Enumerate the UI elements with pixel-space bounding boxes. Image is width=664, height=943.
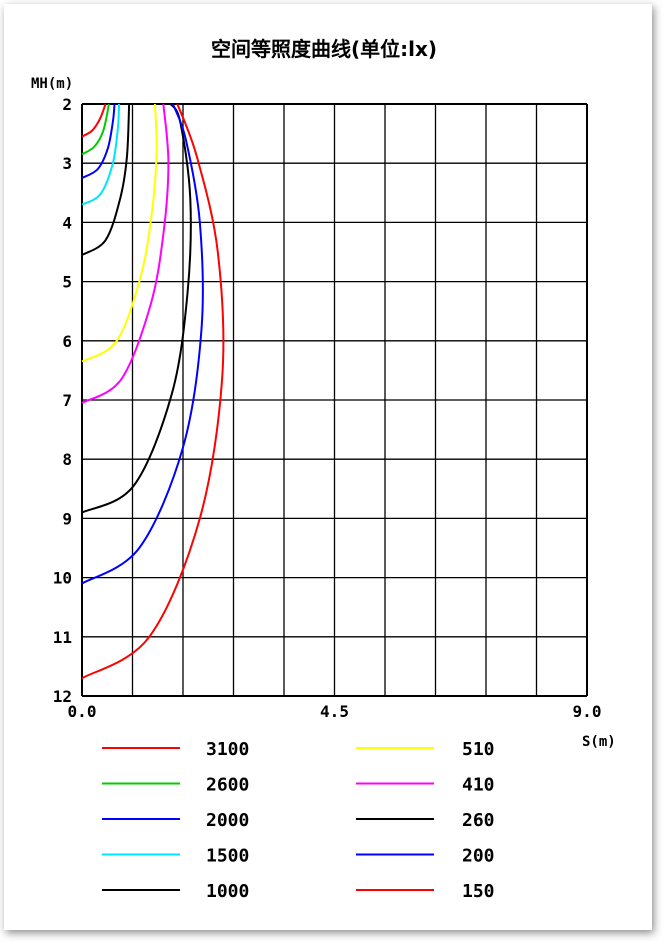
- y-axis-label: MH(m): [31, 76, 73, 92]
- y-tick-label: 5: [62, 273, 72, 292]
- y-tick-label: 8: [62, 450, 72, 469]
- legend-label: 3100: [206, 739, 249, 760]
- y-tick-label: 10: [53, 569, 72, 588]
- curve-510: [81, 103, 158, 363]
- legend-item: 200: [356, 846, 495, 867]
- x-tick-label: 4.5: [320, 702, 349, 721]
- legend-item: 2000: [102, 810, 249, 831]
- legend-item: 410: [356, 775, 495, 796]
- curve-260: [81, 103, 192, 514]
- legend-label: 1500: [206, 846, 249, 867]
- curve-410: [81, 103, 170, 404]
- curve-2600: [81, 103, 110, 156]
- curve-3100: [81, 103, 107, 138]
- curve-150: [81, 103, 225, 680]
- chart-title: 空间等照度曲线(单位:lx): [211, 37, 437, 61]
- legend-label: 1000: [206, 881, 249, 902]
- isolux-chart: 空间等照度曲线(单位:lx) MH(m) S(m) 2 3 4 5 6 7 8 9 10 11 12…: [31, 37, 616, 902]
- legend-label: 150: [462, 881, 495, 902]
- chart-frame: 空间等照度曲线(单位:lx) MH(m) S(m) 2 3 4 5 6 7 8 9 10 11 12…: [4, 4, 652, 930]
- x-tick-label: 0.0: [68, 702, 97, 721]
- y-tick-label: 2: [62, 95, 72, 114]
- legend-item: 1500: [102, 846, 249, 867]
- y-tick-label: 4: [62, 213, 72, 232]
- x-axis-label: S(m): [582, 734, 616, 750]
- y-tick-label: 7: [62, 391, 72, 410]
- y-tick-label: 11: [53, 628, 72, 647]
- y-tick-label: 3: [62, 154, 72, 173]
- legend-item: 3100: [102, 739, 249, 760]
- legend-item: 150: [356, 881, 495, 902]
- legend-label: 410: [462, 775, 495, 796]
- curve-1000: [81, 103, 131, 256]
- legend-item: 260: [356, 810, 495, 831]
- legend-item: 510: [356, 739, 495, 760]
- curve-2000: [81, 103, 116, 179]
- y-tick-label: 9: [62, 509, 72, 528]
- legend-label: 200: [462, 846, 495, 867]
- curve-1500: [81, 103, 121, 206]
- curve-200: [81, 103, 204, 585]
- legend-label: 260: [462, 810, 495, 831]
- legend-label: 2000: [206, 810, 249, 831]
- legend-item: 2600: [102, 775, 249, 796]
- legend-label: 2600: [206, 775, 249, 796]
- curves: [81, 103, 225, 680]
- y-tick-label: 6: [62, 332, 72, 351]
- x-tick-labels: 0.0 4.5 9.0: [68, 702, 602, 721]
- y-tick-labels: 2 3 4 5 6 7 8 9 10 11 12: [53, 95, 72, 706]
- legend: 3100 2600 2000 1500 1000 510 410 260 200 150: [102, 739, 495, 902]
- legend-label: 510: [462, 739, 495, 760]
- x-tick-label: 9.0: [573, 702, 602, 721]
- grid: [81, 103, 588, 697]
- legend-item: 1000: [102, 881, 249, 902]
- y-tick-label: 12: [53, 687, 72, 706]
